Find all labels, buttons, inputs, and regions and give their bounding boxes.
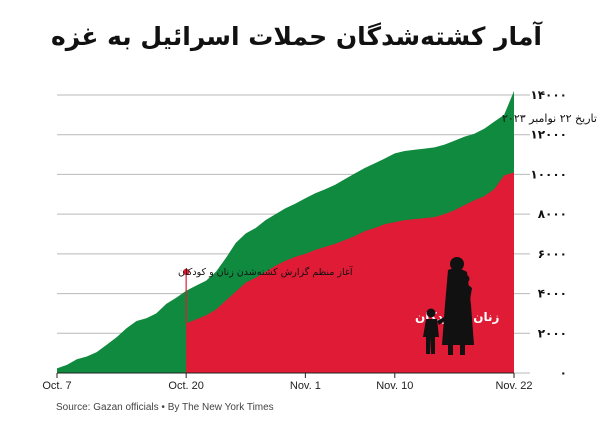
x-tick-label: Oct. 20 [168, 380, 203, 392]
x-tick-label: Nov. 22 [495, 380, 532, 392]
annotation-marker [182, 268, 190, 276]
annotation-label: آغاز منظم گزارش کشته‌شدن زنان و کودکان [178, 265, 353, 278]
y-tick-label: ۲۰۰۰ [538, 326, 567, 340]
y-tick-label: ۴۰۰۰ [538, 287, 567, 301]
y-tick-label: ۶۰۰۰ [538, 247, 567, 261]
x-tick-label: Oct. 7 [42, 380, 71, 392]
y-tick-label: ۰ [560, 366, 567, 380]
y-tick-label: ۱۴۰۰۰ [530, 88, 567, 102]
x-tick-label: Nov. 1 [290, 380, 321, 392]
y-tick-label: ۸۰۰۰ [538, 207, 567, 221]
source-note: Source: Gazan officials • By The New Yor… [56, 402, 274, 413]
y-tick-label: ۱۰۰۰۰ [530, 167, 567, 181]
x-tick-label: Nov. 10 [376, 380, 413, 392]
chart-title: آمار کشته‌شدگان حملات اسرائیل به غزه [51, 22, 542, 51]
y-tick-label: ۱۲۰۰۰ [530, 128, 567, 142]
series-total-label: شمار کل کشته‌شدگان فلسطینی تا تاریخ ۲۲ ن… [502, 112, 600, 125]
woman-children-icon [423, 257, 474, 355]
